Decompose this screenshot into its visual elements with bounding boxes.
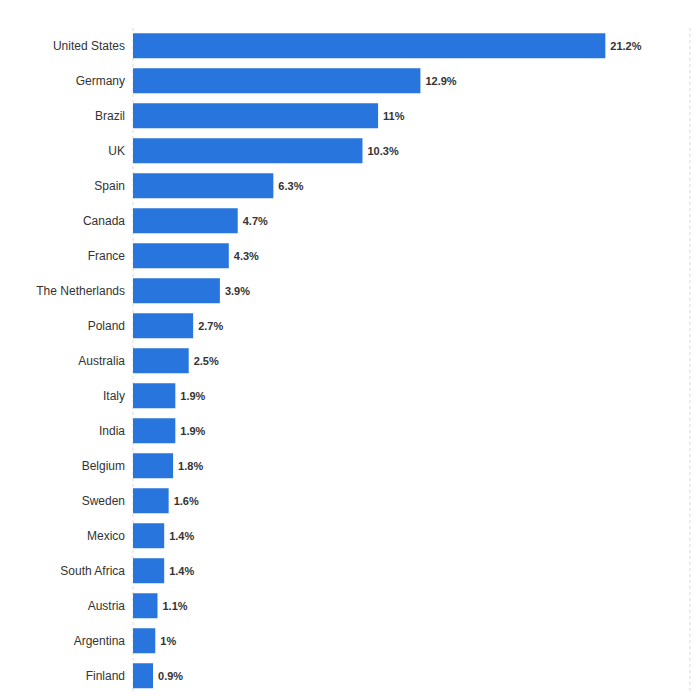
svg-text:2.7%: 2.7% xyxy=(198,320,223,332)
svg-text:South Africa: South Africa xyxy=(60,564,125,578)
svg-text:4.3%: 4.3% xyxy=(234,250,259,262)
svg-text:Austria: Austria xyxy=(88,599,126,613)
svg-text:Spain: Spain xyxy=(94,179,125,193)
svg-text:1.4%: 1.4% xyxy=(169,565,194,577)
svg-text:1.6%: 1.6% xyxy=(174,495,199,507)
svg-text:Poland: Poland xyxy=(88,319,125,333)
svg-text:1.9%: 1.9% xyxy=(180,425,205,437)
svg-text:1.9%: 1.9% xyxy=(180,390,205,402)
svg-text:0.9%: 0.9% xyxy=(158,670,183,682)
svg-text:Germany: Germany xyxy=(76,74,125,88)
svg-text:The Netherlands: The Netherlands xyxy=(36,284,125,298)
svg-text:United States: United States xyxy=(53,39,125,53)
svg-text:Mexico: Mexico xyxy=(87,529,125,543)
svg-text:Argentina: Argentina xyxy=(74,634,126,648)
svg-text:21.2%: 21.2% xyxy=(610,40,641,52)
svg-text:12.9%: 12.9% xyxy=(425,75,456,87)
svg-text:10.3%: 10.3% xyxy=(367,145,398,157)
svg-text:Italy: Italy xyxy=(103,389,125,403)
svg-text:Sweden: Sweden xyxy=(82,494,125,508)
svg-text:Belgium: Belgium xyxy=(82,459,125,473)
svg-text:6.3%: 6.3% xyxy=(278,180,303,192)
svg-text:1.4%: 1.4% xyxy=(169,530,194,542)
svg-text:3.9%: 3.9% xyxy=(225,285,250,297)
svg-text:1.1%: 1.1% xyxy=(163,600,188,612)
svg-text:France: France xyxy=(88,249,126,263)
svg-text:1%: 1% xyxy=(160,635,176,647)
svg-text:Australia: Australia xyxy=(78,354,125,368)
svg-text:Brazil: Brazil xyxy=(95,109,125,123)
svg-text:India: India xyxy=(99,424,125,438)
svg-text:Finland: Finland xyxy=(86,669,125,683)
svg-text:11%: 11% xyxy=(383,110,405,122)
svg-text:2.5%: 2.5% xyxy=(194,355,219,367)
svg-text:4.7%: 4.7% xyxy=(243,215,268,227)
svg-text:Canada: Canada xyxy=(83,214,125,228)
svg-text:1.8%: 1.8% xyxy=(178,460,203,472)
svg-text:UK: UK xyxy=(108,144,125,158)
